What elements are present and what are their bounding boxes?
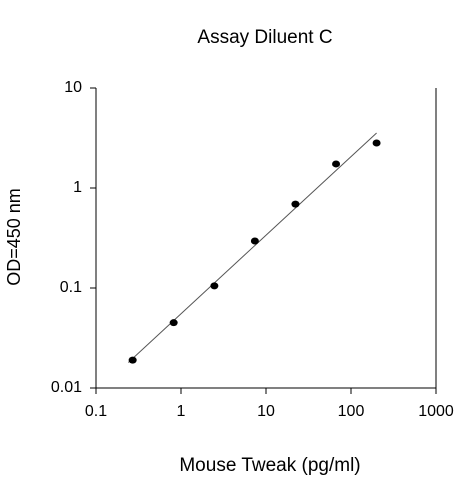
data-point <box>332 160 341 168</box>
y-axis-label: OD=450 nm <box>4 188 24 286</box>
x-axis-label: Mouse Tweak (pg/ml) <box>179 455 360 476</box>
data-point <box>250 237 259 245</box>
data-point <box>128 356 137 364</box>
data-point <box>210 282 219 290</box>
x-tick-label: 1 <box>177 403 186 420</box>
fit-line <box>127 132 377 363</box>
y-tick-label: 0.01 <box>51 379 82 396</box>
y-tick-label: 0.1 <box>60 279 82 296</box>
y-tick-label: 1 <box>73 179 82 196</box>
x-tick-label: 10 <box>257 403 275 420</box>
x-tick-label: 0.1 <box>85 403 107 420</box>
data-point <box>169 319 178 327</box>
data-point <box>372 139 381 147</box>
chart-title: Assay Diluent C <box>197 27 332 48</box>
y-tick-label: 10 <box>64 79 82 96</box>
data-point <box>291 200 300 208</box>
x-tick-label: 100 <box>338 403 365 420</box>
x-tick-label: 1000 <box>418 403 454 420</box>
